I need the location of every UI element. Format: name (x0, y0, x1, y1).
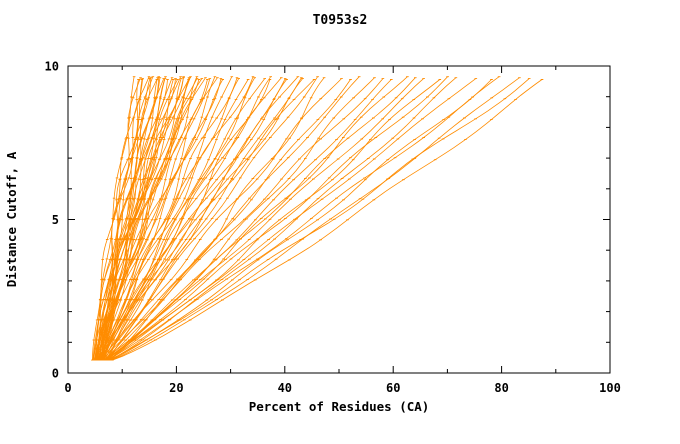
y-axis-label: Distance Cutoff, A (4, 151, 19, 287)
x-axis-label: Percent of Residues (CA) (249, 399, 430, 414)
x-tick-label: 80 (494, 381, 508, 395)
x-tick-label: 0 (64, 381, 71, 395)
model-curve-point-markers (91, 76, 544, 361)
y-tick-label: 10 (45, 60, 59, 74)
chart-title: T0953s2 (313, 13, 368, 28)
ticks (67, 65, 611, 374)
x-tick-label: 60 (386, 381, 400, 395)
y-tick-label: 5 (52, 213, 59, 227)
model-curves (91, 76, 544, 361)
y-tick-label: 0 (52, 367, 59, 381)
chart-text: T0953s2 Percent of Residues (CA) Distance … (4, 13, 621, 414)
x-tick-label: 20 (169, 381, 183, 395)
x-tick-label: 40 (278, 381, 292, 395)
x-tick-label: 100 (599, 381, 621, 395)
